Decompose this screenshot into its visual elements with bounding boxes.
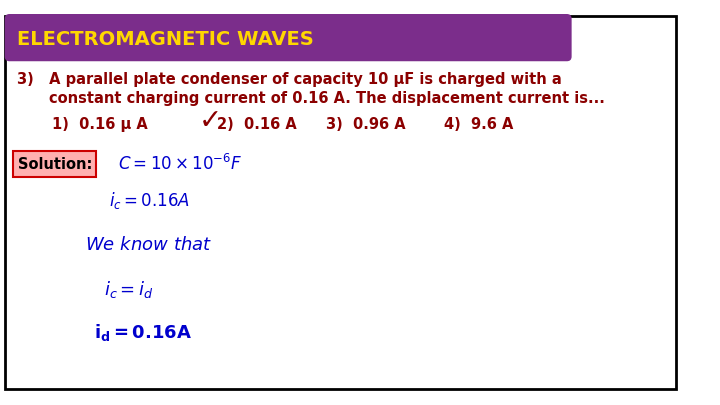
Text: ELECTROMAGNETIC WAVES: ELECTROMAGNETIC WAVES bbox=[17, 30, 314, 49]
Text: Solution:: Solution: bbox=[17, 157, 92, 172]
Text: 3)  0.96 A: 3) 0.96 A bbox=[326, 117, 405, 132]
Text: 4)  9.6 A: 4) 9.6 A bbox=[444, 117, 513, 132]
Text: $\mathbf{i_d = 0.16A}$: $\mathbf{i_d = 0.16A}$ bbox=[94, 322, 193, 343]
Text: $C = 10\times10^{-6}F$: $C = 10\times10^{-6}F$ bbox=[118, 154, 243, 174]
Text: constant charging current of 0.16 A. The displacement current is...: constant charging current of 0.16 A. The… bbox=[49, 91, 605, 106]
FancyBboxPatch shape bbox=[13, 151, 96, 177]
Text: $i_c= 0.16A$: $i_c= 0.16A$ bbox=[109, 190, 190, 211]
Text: $i_c = i_d$: $i_c = i_d$ bbox=[104, 279, 153, 301]
FancyBboxPatch shape bbox=[5, 16, 675, 389]
Text: 1)  0.16 μ A: 1) 0.16 μ A bbox=[52, 117, 148, 132]
Text: ✓: ✓ bbox=[199, 107, 222, 135]
FancyBboxPatch shape bbox=[5, 14, 572, 61]
Text: $\mathit{We\ know\ that}$: $\mathit{We\ know\ that}$ bbox=[85, 237, 212, 254]
Text: 2)  0.16 A: 2) 0.16 A bbox=[217, 117, 297, 132]
Text: 3)   A parallel plate condenser of capacity 10 μF is charged with a: 3) A parallel plate condenser of capacit… bbox=[17, 72, 562, 87]
